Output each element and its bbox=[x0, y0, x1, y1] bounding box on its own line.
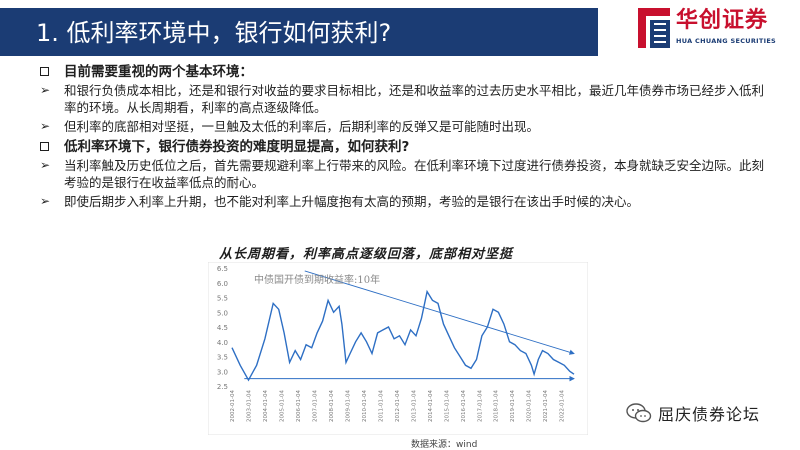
logo-text-cn: 华创证券 bbox=[676, 8, 769, 33]
source-note: 数据来源：wind bbox=[411, 440, 478, 450]
x-tick-label: 2008-01-04 bbox=[329, 390, 335, 422]
series-line bbox=[231, 289, 575, 382]
x-tick-label: 2018-01-04 bbox=[494, 390, 500, 422]
yield-line-chart: 6.5 6.0 5.5 5.0 4.5 4.0 3.5 3.0 2.5 2002-01-04 20… bbox=[208, 262, 588, 435]
section2-heading: 低利率环境下，银行债券投资的难度明显提高，如何获利? bbox=[36, 138, 776, 157]
y-tick-label: 4.5 bbox=[217, 324, 228, 332]
arrow-bullet-icon: ➢ bbox=[40, 83, 51, 97]
y-tick-label: 6.0 bbox=[217, 280, 228, 288]
x-tick-label: 2007-01-04 bbox=[312, 390, 318, 422]
list-item: ➢ 当利率触及历史低位之后，首先需要规避利率上行带来的风险。在低利率环境下过度进… bbox=[40, 158, 765, 190]
x-tick-label: 2022-01-04 bbox=[560, 390, 566, 422]
y-tick-label: 3.5 bbox=[217, 354, 228, 362]
arrow-bullet-icon: ➢ bbox=[40, 158, 51, 172]
y-tick-label: 3.0 bbox=[217, 368, 228, 376]
x-tick-label: 2021-01-04 bbox=[543, 390, 549, 422]
x-tick-label: 2015-01-04 bbox=[444, 390, 450, 422]
x-tick-label: 2012-01-04 bbox=[395, 390, 401, 422]
x-tick-label: 2011-01-04 bbox=[378, 390, 384, 422]
x-tick-label: 2013-01-04 bbox=[411, 390, 417, 422]
section1-heading: 目前需要重视的两个基本环境： bbox=[36, 63, 776, 82]
y-tick-label: 4.0 bbox=[217, 339, 228, 347]
company-logo: 华创证券 HUA CHUANG SECURITIES bbox=[632, 6, 792, 54]
wechat-icon bbox=[626, 403, 652, 423]
x-tick-label: 2002-01-04 bbox=[230, 390, 236, 422]
watermark-text: 屈庆债券论坛 bbox=[658, 405, 761, 424]
page-title: 1. 低利率环境中，银行如何获利? bbox=[36, 19, 392, 47]
trend-line-highs bbox=[304, 270, 575, 355]
square-bullet-icon bbox=[40, 67, 49, 76]
x-tick-label: 2016-01-04 bbox=[461, 390, 467, 422]
x-tick-label: 2017-01-04 bbox=[477, 390, 483, 422]
x-tick-label: 2020-01-04 bbox=[527, 390, 533, 422]
chart-caption: 从长周期看，利率高点逐级回落，底部相对坚挺 bbox=[219, 247, 514, 262]
y-tick-label: 6.5 bbox=[217, 265, 228, 273]
y-tick-label: 5.0 bbox=[217, 309, 228, 317]
content-body: 目前需要重视的两个基本环境： ➢ 和银行负债成本相比，还是和银行对收益的要求目标… bbox=[36, 62, 776, 210]
x-tick-label: 2004-01-04 bbox=[263, 390, 269, 422]
list-item: ➢ 但利率的底部相对坚挺，一旦触及太低的利率后，后期利率的反弹又是可能随时出现。 bbox=[40, 119, 540, 134]
x-tick-label: 2005-01-04 bbox=[279, 390, 285, 422]
list-item: ➢ 和银行负债成本相比，还是和银行对收益的要求目标相比，还是和收益率的过去历史水… bbox=[40, 83, 765, 115]
list-item: ➢ 即使后期步入利率上升期，也不能对利率上升幅度抱有太高的预期，考验的是银行在该… bbox=[40, 194, 640, 209]
x-tick-label: 2014-01-04 bbox=[428, 390, 434, 422]
title-bar: 1. 低利率环境中，银行如何获利? bbox=[0, 8, 598, 56]
series-label: 中债国开债到期收益率:10年 bbox=[254, 275, 381, 286]
square-bullet-icon bbox=[40, 142, 49, 151]
x-tick-label: 2006-01-04 bbox=[296, 390, 302, 422]
x-tick-label: 2003-01-04 bbox=[246, 390, 252, 422]
wechat-watermark: 屈庆债券论坛 bbox=[626, 399, 796, 427]
logo-text-en: HUA CHUANG SECURITIES bbox=[676, 37, 777, 45]
arrow-bullet-icon: ➢ bbox=[40, 194, 51, 208]
x-tick-label: 2019-01-04 bbox=[510, 390, 516, 422]
arrow-bullet-icon: ➢ bbox=[40, 119, 51, 133]
x-tick-label: 2010-01-04 bbox=[362, 390, 368, 422]
y-tick-label: 2.5 bbox=[217, 383, 228, 391]
logo-mark-icon bbox=[638, 8, 670, 48]
x-tick-label: 2009-01-04 bbox=[345, 390, 351, 422]
y-tick-label: 5.5 bbox=[217, 295, 228, 303]
